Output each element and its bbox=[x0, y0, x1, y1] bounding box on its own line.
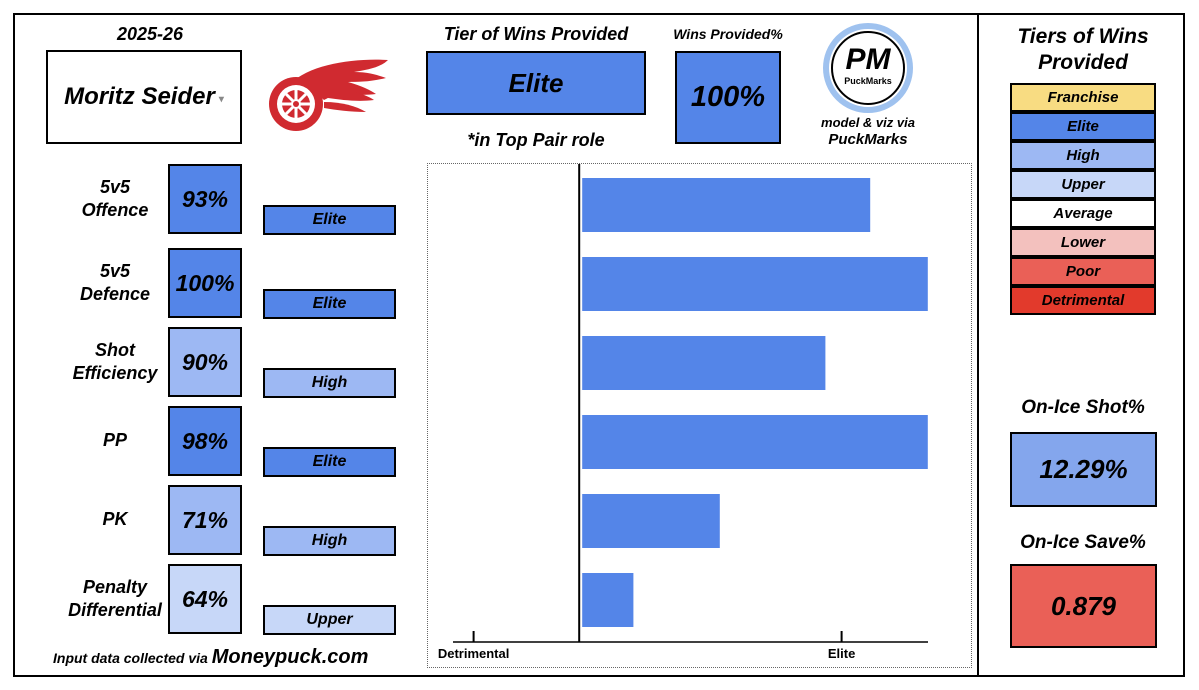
metric-label: Shot Efficiency bbox=[52, 339, 178, 385]
metric-tier: Elite bbox=[263, 447, 396, 477]
metric-tier: High bbox=[263, 526, 396, 556]
metric-label-line-1: PK bbox=[102, 509, 128, 529]
on-ice-shot-title: On-Ice Shot% bbox=[1021, 397, 1145, 418]
metric-label: Penalty Differential bbox=[52, 576, 178, 622]
chart-bar bbox=[582, 573, 634, 627]
tier-of-wins-title: Tier of Wins Provided bbox=[443, 24, 629, 44]
metric-label-line-1: 5v5 bbox=[99, 261, 131, 281]
player-name: Moritz Seider bbox=[64, 83, 215, 110]
metric-label-line-1: PP bbox=[102, 430, 127, 450]
chart-bar bbox=[582, 336, 826, 390]
metric-label: PK bbox=[52, 508, 178, 531]
wins-bar-chart-svg: Detrimental Elite bbox=[438, 164, 928, 661]
metric-label: PP bbox=[52, 429, 178, 452]
puckmarks-logo: PM PuckMarks bbox=[823, 23, 913, 113]
metric-tier: High bbox=[263, 368, 396, 398]
metric-percentile: 98% bbox=[168, 406, 242, 476]
credit-line-2: PuckMarks bbox=[828, 131, 908, 148]
legend-title-line-2: Provided bbox=[1038, 51, 1128, 74]
puckmarks-logo-text: PM bbox=[846, 43, 892, 76]
on-ice-save-title: On-Ice Save% bbox=[1020, 532, 1146, 553]
metric-tier: Upper bbox=[263, 605, 396, 635]
wins-bar-chart: Detrimental Elite bbox=[427, 163, 972, 668]
wins-provided-value: 100% bbox=[675, 51, 781, 144]
chevron-down-icon: ▾ bbox=[218, 93, 224, 105]
metric-percentile: 90% bbox=[168, 327, 242, 397]
legend-tier-lower: Lower bbox=[1010, 228, 1156, 257]
wins-provided-title: Wins Provided% bbox=[673, 26, 783, 42]
player-select[interactable]: Moritz Seider ▾ bbox=[46, 50, 242, 144]
chart-bar bbox=[582, 178, 871, 232]
legend-tier-upper: Upper bbox=[1010, 170, 1156, 199]
metric-label-line-2: Defence bbox=[79, 284, 151, 304]
metric-percentile: 93% bbox=[168, 164, 242, 234]
metric-percentile: 71% bbox=[168, 485, 242, 555]
footer-source: Moneypuck.com bbox=[211, 646, 369, 668]
metric-label-line-2: Differential bbox=[68, 600, 162, 620]
chart-bar bbox=[582, 415, 928, 469]
metric-label: 5v5 Offence bbox=[52, 176, 178, 222]
footer-prefix: Input data collected via bbox=[53, 650, 208, 666]
footer-credit: Input data collected via Moneypuck.com bbox=[53, 646, 403, 669]
metric-percentile: 100% bbox=[168, 248, 242, 318]
legend-tier-poor: Poor bbox=[1010, 257, 1156, 286]
legend-title: Tiers of Wins Provided bbox=[985, 24, 1181, 76]
metric-label-line-1: Penalty bbox=[82, 577, 148, 597]
tier-of-wins-value: Elite bbox=[426, 51, 646, 115]
metric-label-line-2: Offence bbox=[81, 200, 149, 220]
legend-tier-average: Average bbox=[1010, 199, 1156, 228]
legend-tier-detrimental: Detrimental bbox=[1010, 286, 1156, 315]
legend-title-line-1: Tiers of Wins bbox=[1017, 25, 1149, 48]
puckmarks-logo-subtext: PuckMarks bbox=[844, 76, 892, 86]
panel-divider bbox=[977, 13, 979, 677]
chart-x-tick-label: Elite bbox=[828, 646, 855, 661]
metric-tier: Elite bbox=[263, 205, 396, 235]
on-ice-save-value: 0.879 bbox=[1010, 564, 1157, 648]
credit-line-1: model & viz via bbox=[821, 115, 915, 130]
role-note: *in Top Pair role bbox=[467, 130, 605, 150]
metric-label-line-2: Efficiency bbox=[72, 363, 158, 383]
metric-label-line-1: 5v5 bbox=[99, 177, 131, 197]
card-frame bbox=[13, 13, 1185, 677]
legend-tier-elite: Elite bbox=[1010, 112, 1156, 141]
legend-tier-franchise: Franchise bbox=[1010, 83, 1156, 112]
red-wings-logo bbox=[269, 59, 388, 131]
chart-bar bbox=[582, 494, 720, 548]
legend-tier-high: High bbox=[1010, 141, 1156, 170]
season-label: 2025-26 bbox=[116, 24, 184, 44]
metric-label: 5v5 Defence bbox=[52, 260, 178, 306]
metric-label-line-1: Shot bbox=[95, 340, 135, 360]
metric-tier: Elite bbox=[263, 289, 396, 319]
on-ice-shot-value: 12.29% bbox=[1010, 432, 1157, 507]
chart-bar bbox=[582, 257, 928, 311]
chart-x-tick-label: Detrimental bbox=[438, 646, 510, 661]
metric-percentile: 64% bbox=[168, 564, 242, 634]
